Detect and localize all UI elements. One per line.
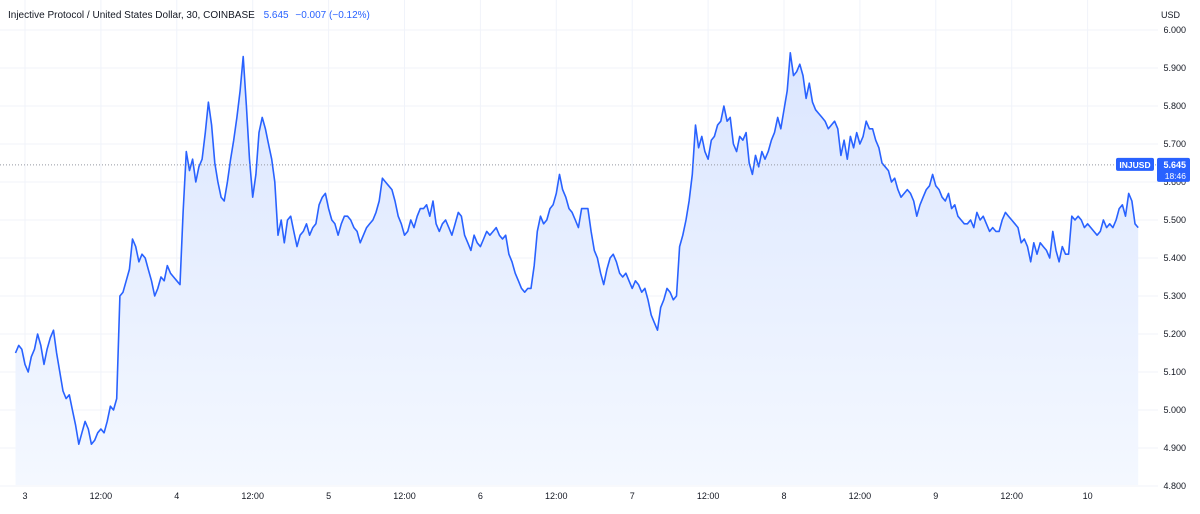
x-tick-label: 4 bbox=[174, 491, 179, 501]
x-tick-label: 12:00 bbox=[241, 491, 264, 501]
y-tick-label: 5.800 bbox=[1163, 101, 1186, 111]
x-tick-label: 12:00 bbox=[1000, 491, 1023, 501]
x-tick-label: 12:00 bbox=[697, 491, 720, 501]
price-area-fill bbox=[15, 52, 1139, 486]
x-tick-label: 3 bbox=[22, 491, 27, 501]
price-line-layer[interactable] bbox=[14, 52, 1139, 445]
price-badge bbox=[1157, 157, 1190, 182]
x-tick-label: 10 bbox=[1083, 491, 1093, 501]
x-tick-label: 12:00 bbox=[90, 491, 113, 501]
x-tick-label: 12:00 bbox=[393, 491, 416, 501]
price-change-value: −0.007 (−0.12%) bbox=[295, 10, 370, 21]
x-tick-label: 9 bbox=[933, 491, 938, 501]
y-tick-label: 5.100 bbox=[1163, 367, 1186, 377]
symbol-title[interactable]: Injective Protocol / United States Dolla… bbox=[8, 10, 255, 21]
price-badge-countdown: 18:46 bbox=[1165, 171, 1187, 181]
y-tick-label: 5.200 bbox=[1163, 329, 1186, 339]
currency-label[interactable]: USD bbox=[1160, 10, 1180, 20]
x-tick-label: 12:00 bbox=[545, 491, 568, 501]
x-tick-label: 12:00 bbox=[849, 491, 872, 501]
symbol-badge bbox=[1116, 157, 1154, 171]
x-tick-label: 5 bbox=[326, 491, 331, 501]
price-badge-value: 5.645 bbox=[1163, 160, 1186, 170]
x-tick-label: 6 bbox=[478, 491, 483, 501]
series-line-injusd[interactable] bbox=[14, 52, 1139, 445]
chart-legend-header[interactable]: Injective Protocol / United States Dolla… bbox=[8, 10, 370, 21]
last-price-value: 5.645 bbox=[263, 10, 289, 21]
y-tick-label: 5.700 bbox=[1163, 139, 1186, 149]
y-tick-label: 5.500 bbox=[1163, 215, 1186, 225]
x-tick-label: 8 bbox=[781, 491, 786, 501]
symbol-badge-label: INJUSD bbox=[1119, 160, 1150, 170]
x-axis[interactable]: 3 12:00 4 12:00 5 12:00 6 12:00 7 12:00 8 12:00 9 12:… bbox=[22, 491, 1092, 501]
y-tick-label: 4.900 bbox=[1163, 443, 1186, 453]
x-tick-label: 7 bbox=[630, 491, 635, 501]
y-tick-label: 5.600 bbox=[1163, 177, 1186, 187]
y-tick-label: 6.000 bbox=[1163, 25, 1186, 35]
y-tick-label: 5.000 bbox=[1163, 405, 1186, 415]
y-tick-label: 5.400 bbox=[1163, 253, 1186, 263]
y-tick-label: 4.800 bbox=[1163, 481, 1186, 491]
y-tick-label: 5.300 bbox=[1163, 291, 1186, 301]
y-tick-label: 5.900 bbox=[1163, 63, 1186, 73]
y-axis[interactable]: 6.000 5.900 5.800 5.700 5.600 5.500 5.400 5.300… bbox=[1163, 25, 1186, 491]
price-area bbox=[15, 52, 1139, 486]
